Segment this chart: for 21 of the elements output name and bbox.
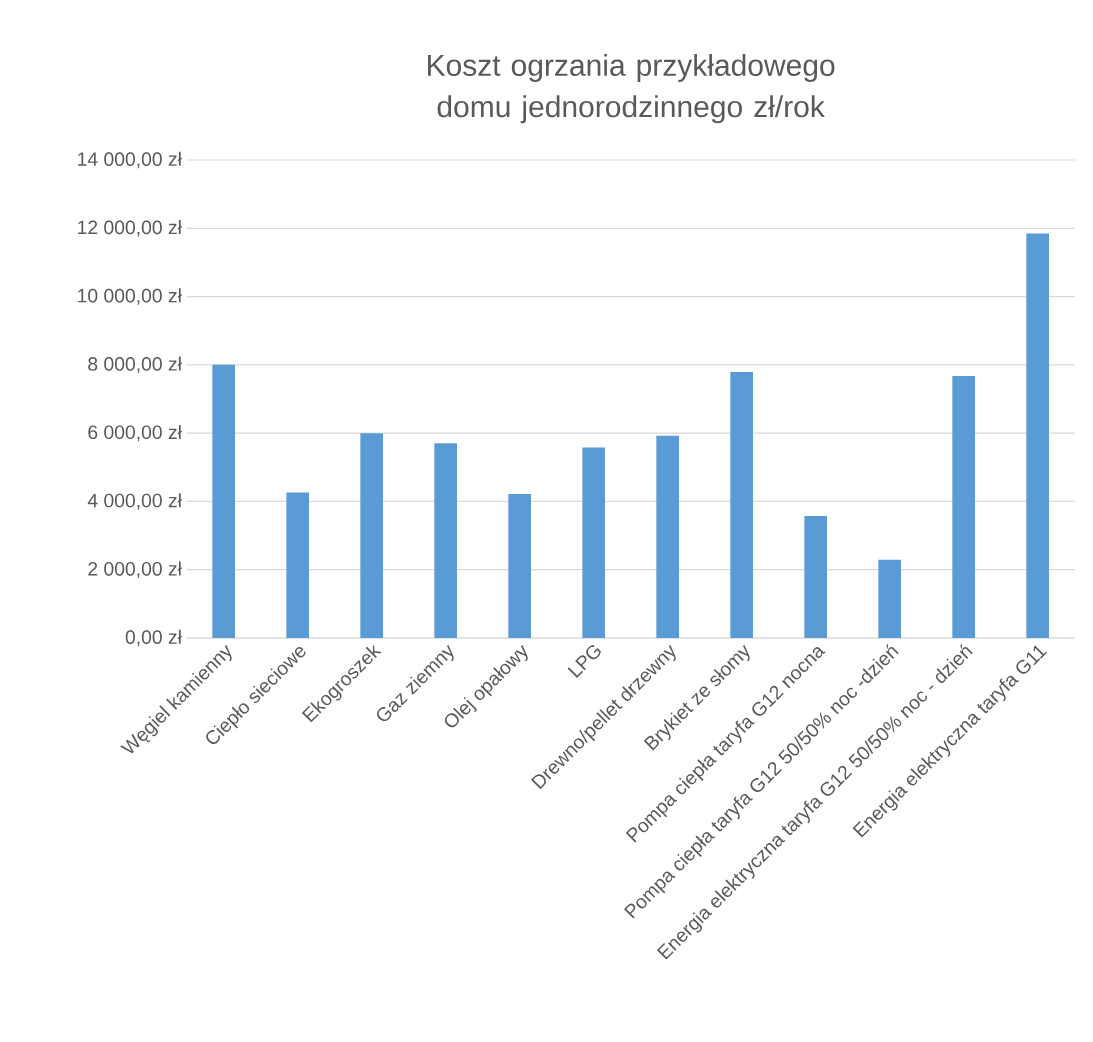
bar xyxy=(804,516,827,638)
y-tick-label: 4 000,00 zł xyxy=(87,493,182,510)
bar xyxy=(878,559,901,638)
y-tick-label: 6 000,00 zł xyxy=(88,424,182,442)
bar xyxy=(212,364,236,638)
bar xyxy=(656,435,679,638)
bar xyxy=(434,443,457,638)
y-tick-label: 14 000,00 zł xyxy=(78,151,182,169)
chart-title: Koszt ogrzania przykładowego domu jednorodzinnego zł/rok xyxy=(428,53,835,124)
bar xyxy=(730,372,753,638)
y-tick-label: 0,00 zł xyxy=(125,629,182,647)
y-tick-label: 10 000,00 zł xyxy=(78,288,182,305)
y-tick-label: 12 000,00 zł xyxy=(78,220,182,237)
bar xyxy=(952,376,975,638)
bar xyxy=(1026,233,1049,638)
y-tick-label: 2 000,00 zł xyxy=(88,561,182,578)
bar xyxy=(582,447,605,638)
bar xyxy=(508,493,531,638)
y-tick-label: 8 000,00 zł xyxy=(88,356,182,374)
bar xyxy=(360,433,383,638)
bar xyxy=(286,492,310,638)
